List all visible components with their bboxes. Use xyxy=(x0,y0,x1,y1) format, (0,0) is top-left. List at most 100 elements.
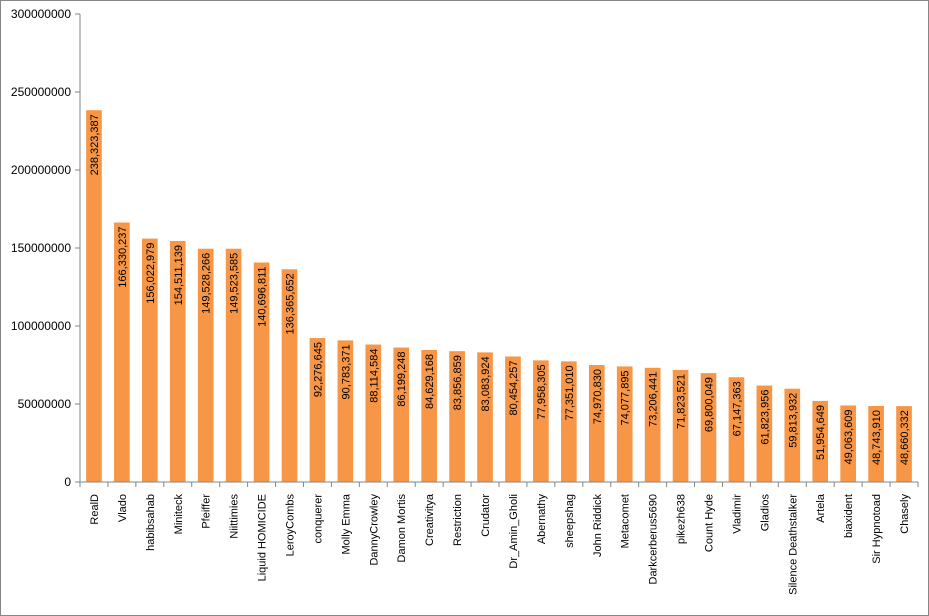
x-tick-label: Damon Mortis xyxy=(396,494,408,563)
data-label: 77,351,010 xyxy=(564,365,576,420)
bar xyxy=(896,406,912,482)
data-label: 88,114,584 xyxy=(368,349,380,403)
data-label: 74,970,830 xyxy=(592,369,604,424)
y-tick-label: 0 xyxy=(64,475,71,489)
bar xyxy=(337,340,354,482)
data-label: 74,077,895 xyxy=(620,370,632,425)
bar xyxy=(197,248,214,482)
bar xyxy=(728,377,745,482)
x-tick-label: Liquid HOMICIDE xyxy=(257,494,269,581)
bar xyxy=(142,238,158,482)
bar xyxy=(644,367,661,482)
x-tick-label: John Riddick xyxy=(592,494,604,557)
bar xyxy=(365,344,382,482)
y-tick-label: 250000000 xyxy=(11,85,71,99)
bar xyxy=(169,240,186,482)
bar xyxy=(449,351,465,482)
x-tick-label: Sir Hypnotoad xyxy=(871,494,883,564)
bar xyxy=(840,405,856,482)
x-tick-label: conquerer xyxy=(312,494,324,544)
bar xyxy=(672,369,689,482)
bar xyxy=(421,349,437,482)
x-tick-label: Count Hyde xyxy=(704,494,716,552)
data-label: 140,696,811 xyxy=(257,267,269,327)
bar xyxy=(393,347,410,482)
bar xyxy=(505,356,521,482)
y-axis: 0 50000000 100000000 150000000 200000000 2500… xyxy=(11,7,81,489)
bar xyxy=(533,360,549,482)
x-tick-label: Artela xyxy=(815,493,827,523)
x-tick-label: pikezh638 xyxy=(676,494,688,544)
x-tick-label: Pfeiffer xyxy=(201,494,213,529)
x-tick-label: Miniteck xyxy=(173,494,185,535)
y-tick-label: 50000000 xyxy=(18,397,72,411)
x-tick-label: sheepshag xyxy=(564,494,576,548)
data-label: 67,147,363 xyxy=(731,381,743,436)
x-tick-label: Gladios xyxy=(759,494,771,532)
y-tick-label: 200000000 xyxy=(11,163,71,177)
x-tick-label: Creativitya xyxy=(424,493,436,546)
bar xyxy=(253,262,270,482)
data-label: 166,330,237 xyxy=(117,227,129,288)
data-label: 83,856,859 xyxy=(452,355,464,410)
x-tick-label: Niittimies xyxy=(229,494,241,539)
bar xyxy=(756,385,773,482)
bar xyxy=(700,373,717,482)
bar xyxy=(225,248,242,482)
y-tick-label: 300000000 xyxy=(11,7,71,21)
x-axis: RealD Vlado habibsahab Miniteck Pfeiffer Niit… xyxy=(79,481,919,595)
data-label: 61,823,956 xyxy=(759,390,771,445)
data-label: 73,206,441 xyxy=(648,372,660,427)
x-tick-label: Vlado xyxy=(117,494,129,522)
data-label: 80,454,257 xyxy=(508,360,520,415)
data-label: 48,743,910 xyxy=(871,410,883,465)
data-label: 149,523,585 xyxy=(229,253,241,314)
y-tick-label: 150000000 xyxy=(11,241,71,255)
x-tick-label: Dr_Amin_Gholi xyxy=(508,494,520,569)
x-tick-label: Chasely xyxy=(899,494,911,534)
data-label: 149,528,266 xyxy=(201,253,213,314)
bar xyxy=(868,405,884,482)
x-tick-label: Metacomet xyxy=(620,494,632,548)
bar xyxy=(114,222,130,482)
x-tick-label: habibsahab xyxy=(145,494,157,551)
data-label: 69,800,049 xyxy=(704,377,716,432)
x-tick-label: Molly Emma xyxy=(340,493,352,554)
x-tick-label: Crudator xyxy=(480,494,492,537)
data-label: 77,958,305 xyxy=(536,364,548,419)
data-label: 49,063,609 xyxy=(843,409,855,464)
x-tick-label: RealD xyxy=(89,494,101,525)
data-label: 238,323,387 xyxy=(89,114,101,175)
data-label: 51,954,649 xyxy=(815,405,827,460)
bar xyxy=(309,338,326,482)
bar xyxy=(812,400,829,482)
bar xyxy=(477,352,493,482)
data-label: 92,276,645 xyxy=(312,342,324,397)
x-tick-label: Vladimir xyxy=(731,494,743,534)
bar xyxy=(588,365,605,482)
x-tick-label: Silence Deathstalker xyxy=(787,494,799,595)
data-label: 83,083,924 xyxy=(480,356,492,411)
x-tick-label: DannyCrowley xyxy=(368,494,380,566)
y-tick-label: 100000000 xyxy=(11,319,71,333)
data-label: 154,511,139 xyxy=(173,245,185,305)
bars: 238,323,387 166,330,237 156,022,979 154,511… xyxy=(86,110,912,482)
x-tick-label: Darkcerberus5690 xyxy=(648,494,660,585)
data-label: 156,022,979 xyxy=(145,243,157,304)
data-label: 48,660,332 xyxy=(899,410,911,465)
x-tick-label: Restriction xyxy=(452,494,464,546)
x-tick-label: biaxident xyxy=(843,494,855,538)
bar xyxy=(784,388,801,482)
bar xyxy=(86,110,102,482)
data-label: 90,783,371 xyxy=(340,344,352,399)
data-label: 136,365,652 xyxy=(285,273,297,334)
data-label: 71,823,521 xyxy=(676,374,688,429)
x-tick-label: LeroyCombs xyxy=(285,494,297,557)
bar xyxy=(561,361,577,482)
data-label: 86,199,248 xyxy=(396,352,408,407)
data-label: 84,629,168 xyxy=(424,354,436,409)
x-tick-label: Abernathy xyxy=(536,494,548,545)
bar xyxy=(616,366,633,482)
data-label: 59,813,932 xyxy=(787,393,799,448)
